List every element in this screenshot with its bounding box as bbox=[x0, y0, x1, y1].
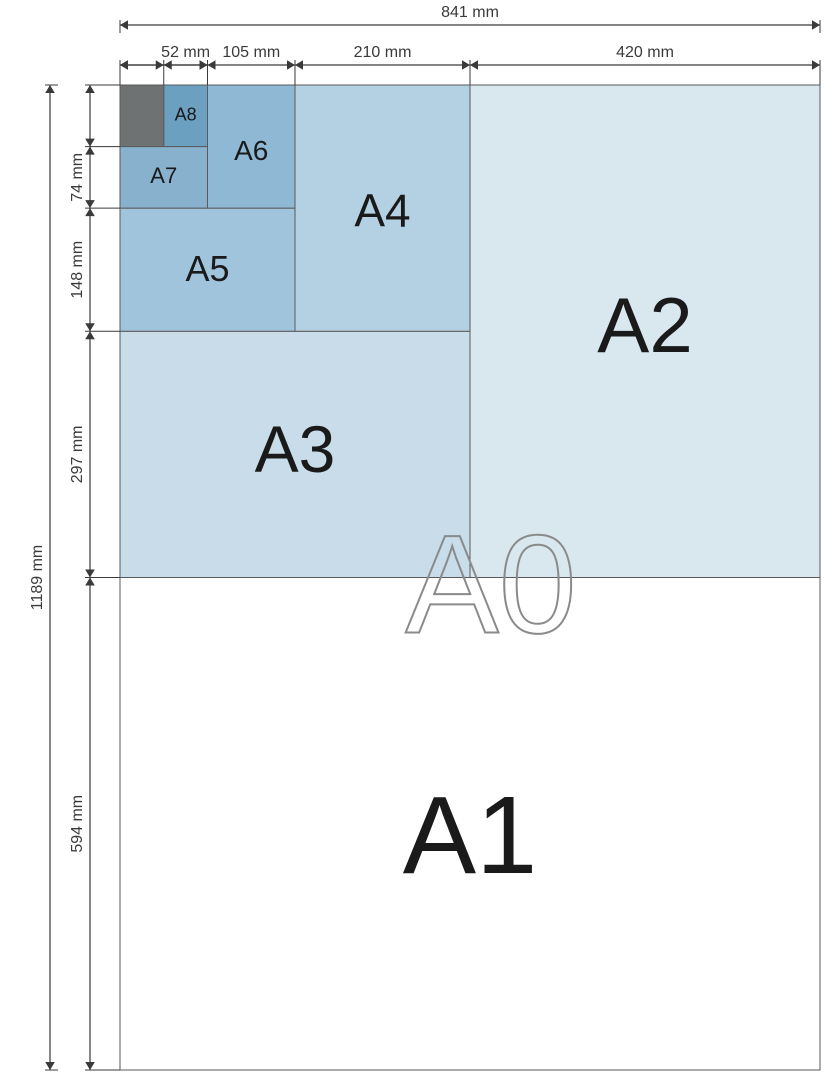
svg-text:105 mm: 105 mm bbox=[222, 44, 280, 61]
label-a8: A8 bbox=[175, 105, 197, 125]
label-a0: A0 bbox=[405, 505, 576, 662]
svg-text:74 mm: 74 mm bbox=[69, 153, 86, 202]
label-a4: A4 bbox=[354, 184, 410, 236]
svg-text:297 mm: 297 mm bbox=[69, 425, 86, 483]
region-smallest bbox=[120, 85, 164, 147]
label-a6: A6 bbox=[234, 135, 268, 166]
svg-text:210 mm: 210 mm bbox=[354, 44, 412, 61]
label-a3: A3 bbox=[255, 412, 336, 486]
svg-text:420 mm: 420 mm bbox=[616, 44, 674, 61]
dim-label: 1189 mm bbox=[29, 545, 46, 611]
label-a2: A2 bbox=[597, 281, 692, 369]
svg-text:594 mm: 594 mm bbox=[69, 795, 86, 853]
svg-text:148 mm: 148 mm bbox=[69, 241, 86, 299]
dim-label: 841 mm bbox=[441, 4, 499, 21]
label-a1: A1 bbox=[403, 774, 538, 897]
label-a7: A7 bbox=[150, 163, 177, 188]
svg-text:52 mm: 52 mm bbox=[161, 44, 210, 61]
label-a5: A5 bbox=[185, 248, 229, 289]
